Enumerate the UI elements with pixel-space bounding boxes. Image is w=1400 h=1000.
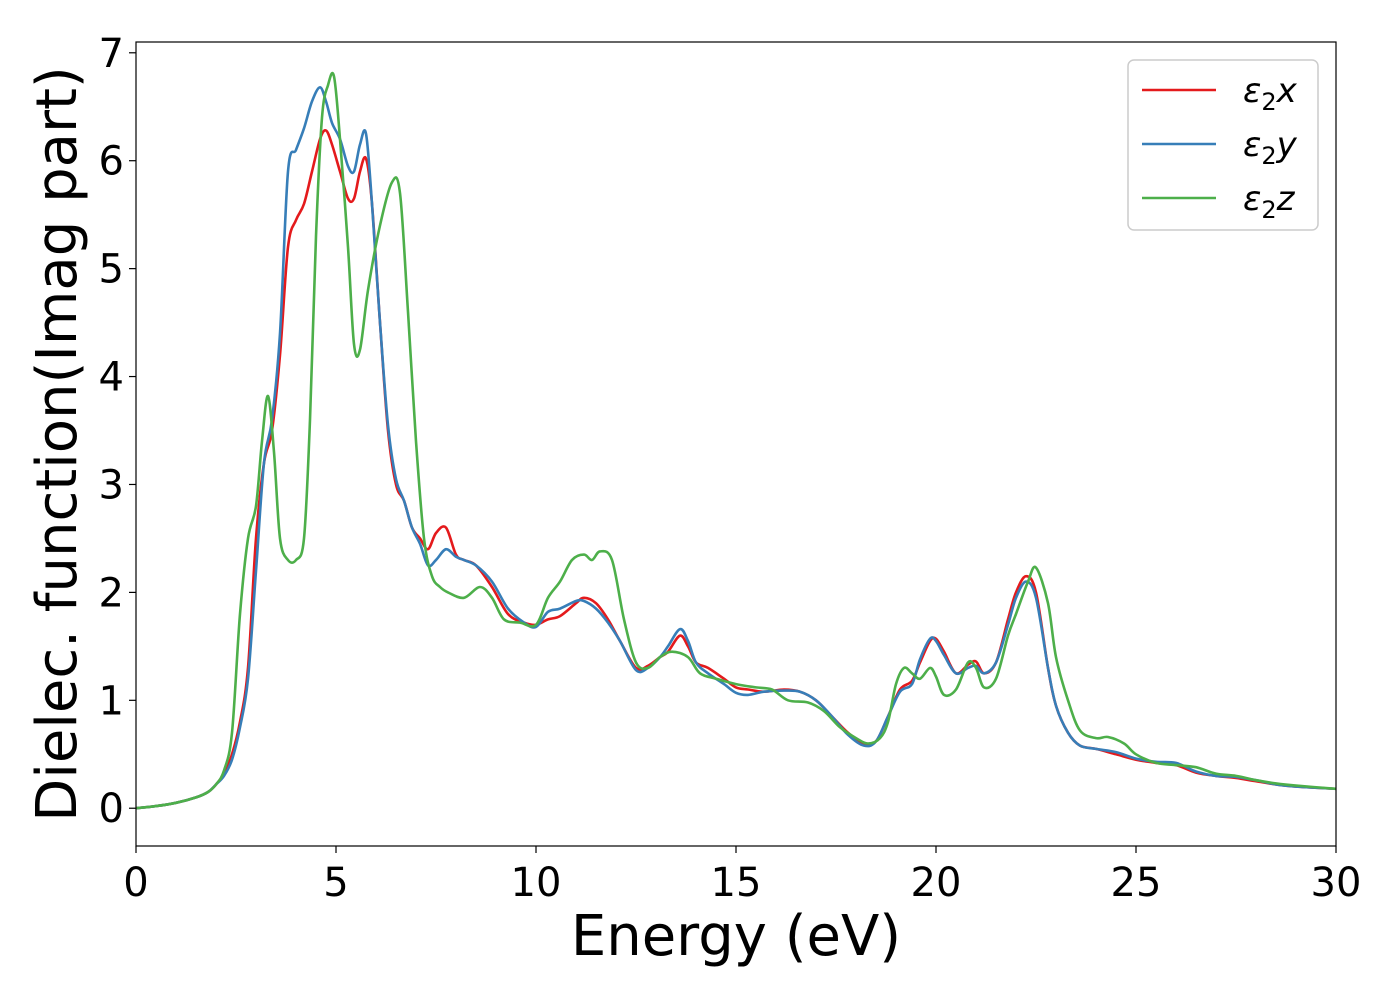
y-tick-label: 2 <box>99 570 124 616</box>
x-tick-label: 15 <box>711 860 762 906</box>
x-tick-label: 0 <box>123 860 148 906</box>
x-tick-label: 25 <box>1111 860 1162 906</box>
x-tick-label: 5 <box>323 860 348 906</box>
legend-label-y: ε2y <box>1243 125 1298 170</box>
series-lines <box>135 71 1337 810</box>
y-tick-label: 5 <box>99 247 124 293</box>
y-tick-label: 0 <box>99 786 124 832</box>
y-axis-ticks: 0 1 2 3 4 5 6 7 <box>99 31 136 832</box>
y-tick-label: 3 <box>99 462 124 508</box>
y-tick-label: 7 <box>99 31 124 77</box>
x-axis-label: Energy (eV) <box>571 904 901 969</box>
y-tick-label: 6 <box>99 139 124 185</box>
x-tick-label: 30 <box>1311 860 1362 906</box>
x-tick-label: 20 <box>911 860 962 906</box>
legend-label-z: ε2z <box>1243 179 1296 224</box>
y-axis-label: Dielec. function(Imag part) <box>25 66 90 822</box>
x-tick-label: 10 <box>511 860 562 906</box>
legend-frame <box>1127 59 1319 231</box>
y-tick-label: 1 <box>99 678 124 724</box>
legend-label-x: ε2x <box>1243 71 1298 116</box>
series-line-y <box>135 86 1337 810</box>
legend: ε2x ε2y ε2z <box>1127 59 1319 231</box>
series-line-z <box>135 71 1337 810</box>
x-axis-ticks: 0 5 10 15 20 25 30 <box>123 846 1361 906</box>
y-tick-label: 4 <box>99 355 124 401</box>
